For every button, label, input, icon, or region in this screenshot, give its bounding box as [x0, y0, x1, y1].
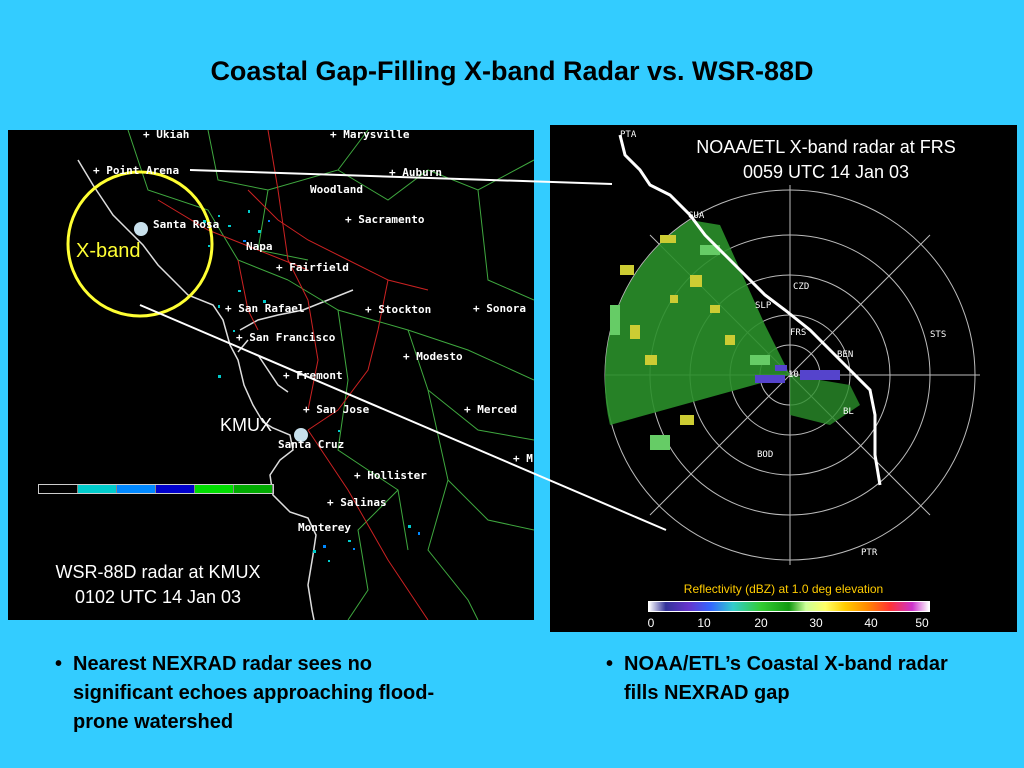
xband-caption-line1: NOAA/ETL X-band radar at FRS	[696, 137, 956, 157]
xband-radar-graphic	[604, 134, 980, 565]
colorbar-segment	[78, 485, 117, 493]
site-label: CZD	[793, 282, 810, 292]
city-label: + Auburn	[389, 166, 442, 179]
site-label: STS	[930, 330, 947, 340]
reflectivity-tick: 40	[864, 616, 878, 630]
slide-title: Coastal Gap-Filling X-band Radar vs. WSR…	[210, 56, 814, 86]
city-label: + Sacramento	[345, 213, 425, 226]
wsr88d-map-graphic	[66, 130, 534, 620]
site-label: BEN	[837, 350, 854, 360]
bullet-right-text: NOAA/ETL’s Coastal X-band radar fills NE…	[624, 653, 948, 704]
colorbar-segment	[234, 485, 273, 493]
reflectivity-colorbar	[648, 601, 930, 612]
city-label: + Merced	[464, 403, 517, 416]
city-label: + M	[513, 452, 533, 465]
city-label: + San Francisco	[236, 331, 336, 344]
reflectivity-tick: 50	[915, 616, 929, 630]
city-label: + Sonora	[473, 302, 526, 315]
bullet-dot: •	[55, 653, 63, 675]
bullet-left-text: Nearest NEXRAD radar sees no significant…	[73, 653, 435, 733]
wsr88d-map-panel: + Ukiah + Marysville + Point Arena + Aub…	[8, 130, 534, 620]
wsr88d-caption: WSR-88D radar at KMUX 0102 UTC 14 Jan 03	[8, 560, 308, 610]
city-label: + Fairfield	[276, 261, 349, 274]
site-label: BL	[843, 407, 854, 417]
xband-site-marker	[134, 222, 148, 236]
city-label: + Salinas	[327, 496, 387, 509]
xband-caption: NOAA/ETL X-band radar at FRS 0059 UTC 14…	[636, 135, 1016, 185]
city-label: Monterey	[298, 521, 351, 534]
city-label: Santa Rosa	[153, 218, 220, 231]
colorbar-segment	[156, 485, 195, 493]
bullet-right: • NOAA/ETL’s Coastal X-band radar fills …	[606, 650, 984, 708]
xband-coverage-circle	[66, 170, 214, 318]
city-label: + San Jose	[303, 403, 370, 416]
site-label: PTA	[620, 130, 637, 140]
site-label: BOD	[757, 450, 774, 460]
city-label: Santa Cruz	[278, 438, 345, 451]
wsr88d-caption-line2: 0102 UTC 14 Jan 03	[74, 587, 242, 607]
site-label: FRS	[790, 328, 807, 338]
xband-caption-line2: 0059 UTC 14 Jan 03	[742, 162, 910, 182]
city-label: + Point Arena	[93, 164, 180, 177]
bullet-left: • Nearest NEXRAD radar sees no significa…	[55, 650, 473, 737]
city-label: + Ukiah	[143, 130, 190, 141]
site-label: PTR	[861, 548, 878, 558]
reflectivity-tick: 30	[809, 616, 823, 630]
site-label: SLP	[755, 301, 772, 311]
wsr88d-caption-line1: WSR-88D radar at KMUX	[55, 562, 261, 582]
city-label: Napa	[246, 240, 273, 253]
reflectivity-tick: 20	[754, 616, 768, 630]
reflectivity-title: Reflectivity (dBZ) at 1.0 deg elevation	[683, 582, 884, 596]
xband-radar-panel: PTA GUA CZD SLP FRS STS BEN 10 BL BOD PT…	[550, 125, 1017, 632]
reflectivity-tick: 10	[697, 616, 711, 630]
bullet-dot: •	[606, 653, 614, 675]
city-label: + Marysville	[330, 130, 410, 141]
xband-label: X-band	[76, 240, 141, 262]
kmux-site-marker	[294, 428, 308, 442]
kmux-label: KMUX	[220, 415, 273, 435]
site-label: 10	[788, 370, 799, 380]
site-label: GUA	[688, 211, 705, 221]
city-label: Woodland	[310, 183, 363, 196]
city-label: + Stockton	[365, 303, 432, 316]
city-label: + San Rafael	[225, 302, 305, 315]
wsr88d-colorbar	[38, 484, 274, 494]
colorbar-segment	[117, 485, 156, 493]
colorbar-segment	[195, 485, 234, 493]
reflectivity-tick: 0	[647, 616, 655, 630]
colorbar-segment	[39, 485, 78, 493]
city-label: + Hollister	[354, 469, 427, 482]
city-label: + Modesto	[403, 350, 463, 363]
